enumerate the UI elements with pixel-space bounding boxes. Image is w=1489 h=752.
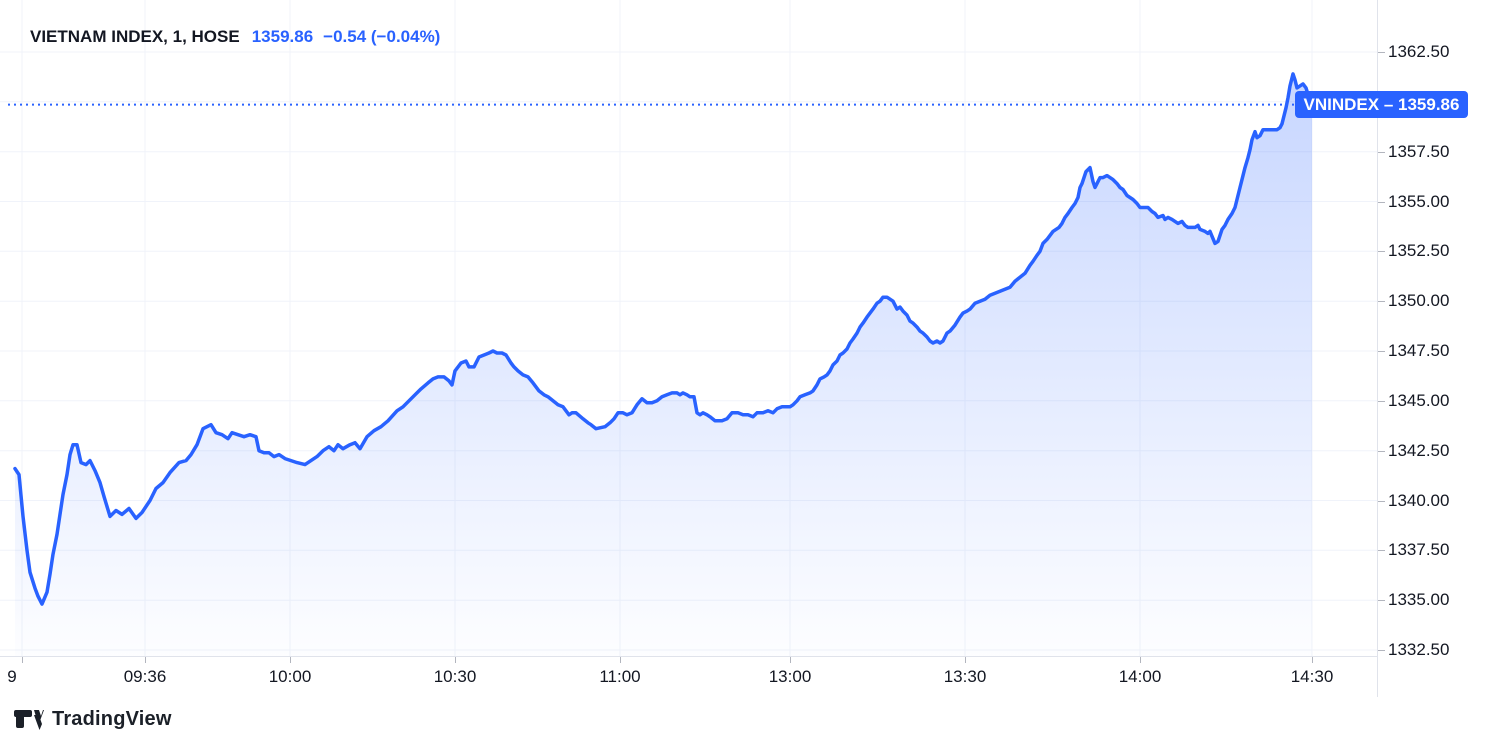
symbol-title: VIETNAM INDEX, 1, HOSE bbox=[30, 27, 240, 46]
price-axis-tick bbox=[1378, 600, 1385, 602]
time-axis-tick bbox=[1140, 657, 1141, 663]
time-axis-tick bbox=[790, 657, 791, 663]
price-chart-canvas[interactable] bbox=[0, 0, 1377, 656]
price-axis-label: 1352.50 bbox=[1388, 241, 1450, 261]
price-axis-tick bbox=[1378, 650, 1385, 651]
legend-last-price: 1359.86 bbox=[251, 27, 314, 46]
time-axis-tick bbox=[145, 657, 146, 663]
price-axis-tick bbox=[1378, 500, 1385, 502]
price-axis-tick bbox=[1378, 450, 1385, 452]
last-price-flag: VNINDEX – 1359.86 bbox=[1295, 91, 1468, 119]
price-axis-tick bbox=[1378, 52, 1385, 53]
time-axis-tick bbox=[620, 657, 621, 663]
price-axis-label: 1355.00 bbox=[1388, 191, 1450, 211]
time-axis-label: 11:00 bbox=[599, 667, 641, 686]
area-fill bbox=[15, 73, 1312, 656]
price-axis-tick bbox=[1378, 201, 1385, 203]
tradingview-attribution[interactable]: TradingView bbox=[14, 708, 172, 731]
time-axis-tick bbox=[22, 657, 23, 663]
time-axis-label: 14:30 bbox=[1290, 667, 1334, 686]
time-axis-label: 13:30 bbox=[943, 667, 987, 686]
price-axis-tick bbox=[1378, 351, 1385, 352]
time-axis[interactable]: 9 09:36 10:00 10:30 11:00 13:00 13:30 14:00 14:3… bbox=[0, 657, 1377, 699]
price-axis-tick bbox=[1378, 251, 1385, 253]
price-axis-tick bbox=[1378, 301, 1385, 303]
time-axis-label: 09:36 bbox=[123, 667, 167, 686]
price-axis-label: 1337.50 bbox=[1388, 540, 1450, 560]
price-line bbox=[13, 72, 1314, 606]
price-axis-label: 1342.50 bbox=[1388, 440, 1450, 460]
chart-plot-area[interactable] bbox=[0, 0, 1377, 656]
time-axis-border bbox=[0, 656, 1378, 657]
price-axis-label: 1350.00 bbox=[1388, 291, 1450, 311]
price-axis-border bbox=[1377, 0, 1378, 697]
price-axis-label: 1335.00 bbox=[1388, 590, 1450, 610]
price-axis[interactable]: 1362.50 1357.50 1355.00 1352.50 1350.00 1347.… bbox=[1378, 0, 1489, 659]
time-axis-tick bbox=[290, 657, 291, 663]
price-axis-label: 1357.50 bbox=[1388, 141, 1450, 161]
price-axis-tick bbox=[1378, 151, 1385, 153]
price-axis-label: 1345.00 bbox=[1388, 390, 1450, 410]
last-price-flag-text: VNINDEX – 1359.86 bbox=[1303, 94, 1460, 114]
time-axis-label: 10:30 bbox=[433, 667, 477, 686]
symbol-legend: VIETNAM INDEX, 1, HOSE 1359.86 −0.54 (−0.0… bbox=[30, 27, 440, 47]
legend-change: −0.54 (−0.04%) bbox=[323, 27, 441, 46]
tradingview-logo-icon bbox=[14, 709, 44, 730]
time-axis-label: 13:00 bbox=[768, 667, 812, 686]
time-axis-label: 10:00 bbox=[268, 667, 312, 686]
time-axis-label: 9 bbox=[7, 667, 17, 686]
tradingview-wordmark: TradingView bbox=[52, 708, 172, 730]
time-axis-tick bbox=[1312, 657, 1313, 663]
price-axis-tick bbox=[1378, 550, 1385, 552]
time-axis-tick bbox=[455, 657, 456, 663]
price-axis-label: 1340.00 bbox=[1388, 490, 1450, 510]
price-axis-label: 1347.50 bbox=[1388, 341, 1450, 360]
time-axis-tick bbox=[965, 657, 966, 663]
price-axis-tick bbox=[1378, 400, 1385, 402]
price-axis-label: 1362.50 bbox=[1388, 42, 1450, 61]
time-axis-label: 14:00 bbox=[1118, 667, 1162, 686]
price-axis-label: 1332.50 bbox=[1388, 640, 1450, 659]
